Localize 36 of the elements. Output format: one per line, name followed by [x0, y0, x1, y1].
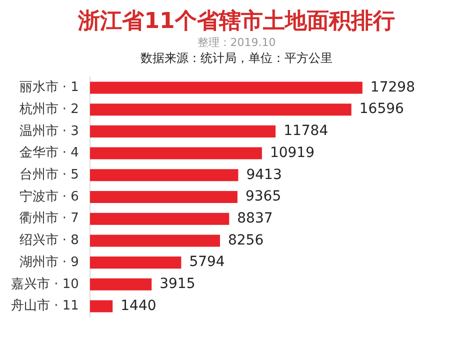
bar [90, 234, 220, 247]
bar [90, 190, 238, 204]
y-tick-label: 绍兴市 · 8 [19, 233, 79, 248]
data-label: 16596 [359, 101, 404, 118]
y-tick-label: 金华市 · 4 [19, 146, 79, 161]
y-tick-label: 舟山市 · 11 [10, 298, 79, 314]
bar [90, 104, 352, 116]
bar [90, 212, 230, 225]
data-label: 8256 [228, 232, 264, 248]
bar [90, 147, 262, 160]
bar [90, 82, 362, 94]
bar [90, 169, 238, 182]
source-note: 数据来源：统计局，单位：平方公里 [140, 50, 334, 66]
y-tick-label: 丽水市 · 1 [19, 80, 79, 96]
data-label: 10919 [270, 144, 314, 161]
data-label: 9413 [246, 166, 282, 183]
bar [90, 300, 113, 312]
bar [90, 256, 182, 269]
bar [90, 125, 276, 138]
y-tick-label: 嘉兴市 · 10 [10, 276, 79, 292]
y-tick-label: 衢州市 · 7 [19, 211, 79, 226]
y-tick-label: 杭州市 · 2 [18, 102, 79, 117]
y-tick-label: 台州市 · 5 [19, 168, 79, 183]
data-label: 5794 [189, 254, 225, 270]
data-label: 9365 [245, 188, 282, 205]
data-label: 1440 [120, 298, 156, 314]
chart-title: 浙江省11个省辖市土地面积排行 [76, 8, 396, 36]
y-tick-label: 温州市 · 3 [19, 124, 79, 139]
data-label: 11784 [284, 123, 328, 140]
y-tick-label: 湖州市 · 9 [19, 254, 79, 270]
y-tick-label: 宁波市 · 6 [19, 188, 79, 204]
chart-subtitle: 整理：2019.10 [196, 36, 277, 50]
bar [90, 278, 152, 290]
data-label: 8837 [237, 210, 273, 226]
data-label: 3915 [160, 276, 196, 292]
data-label: 17298 [370, 79, 415, 96]
